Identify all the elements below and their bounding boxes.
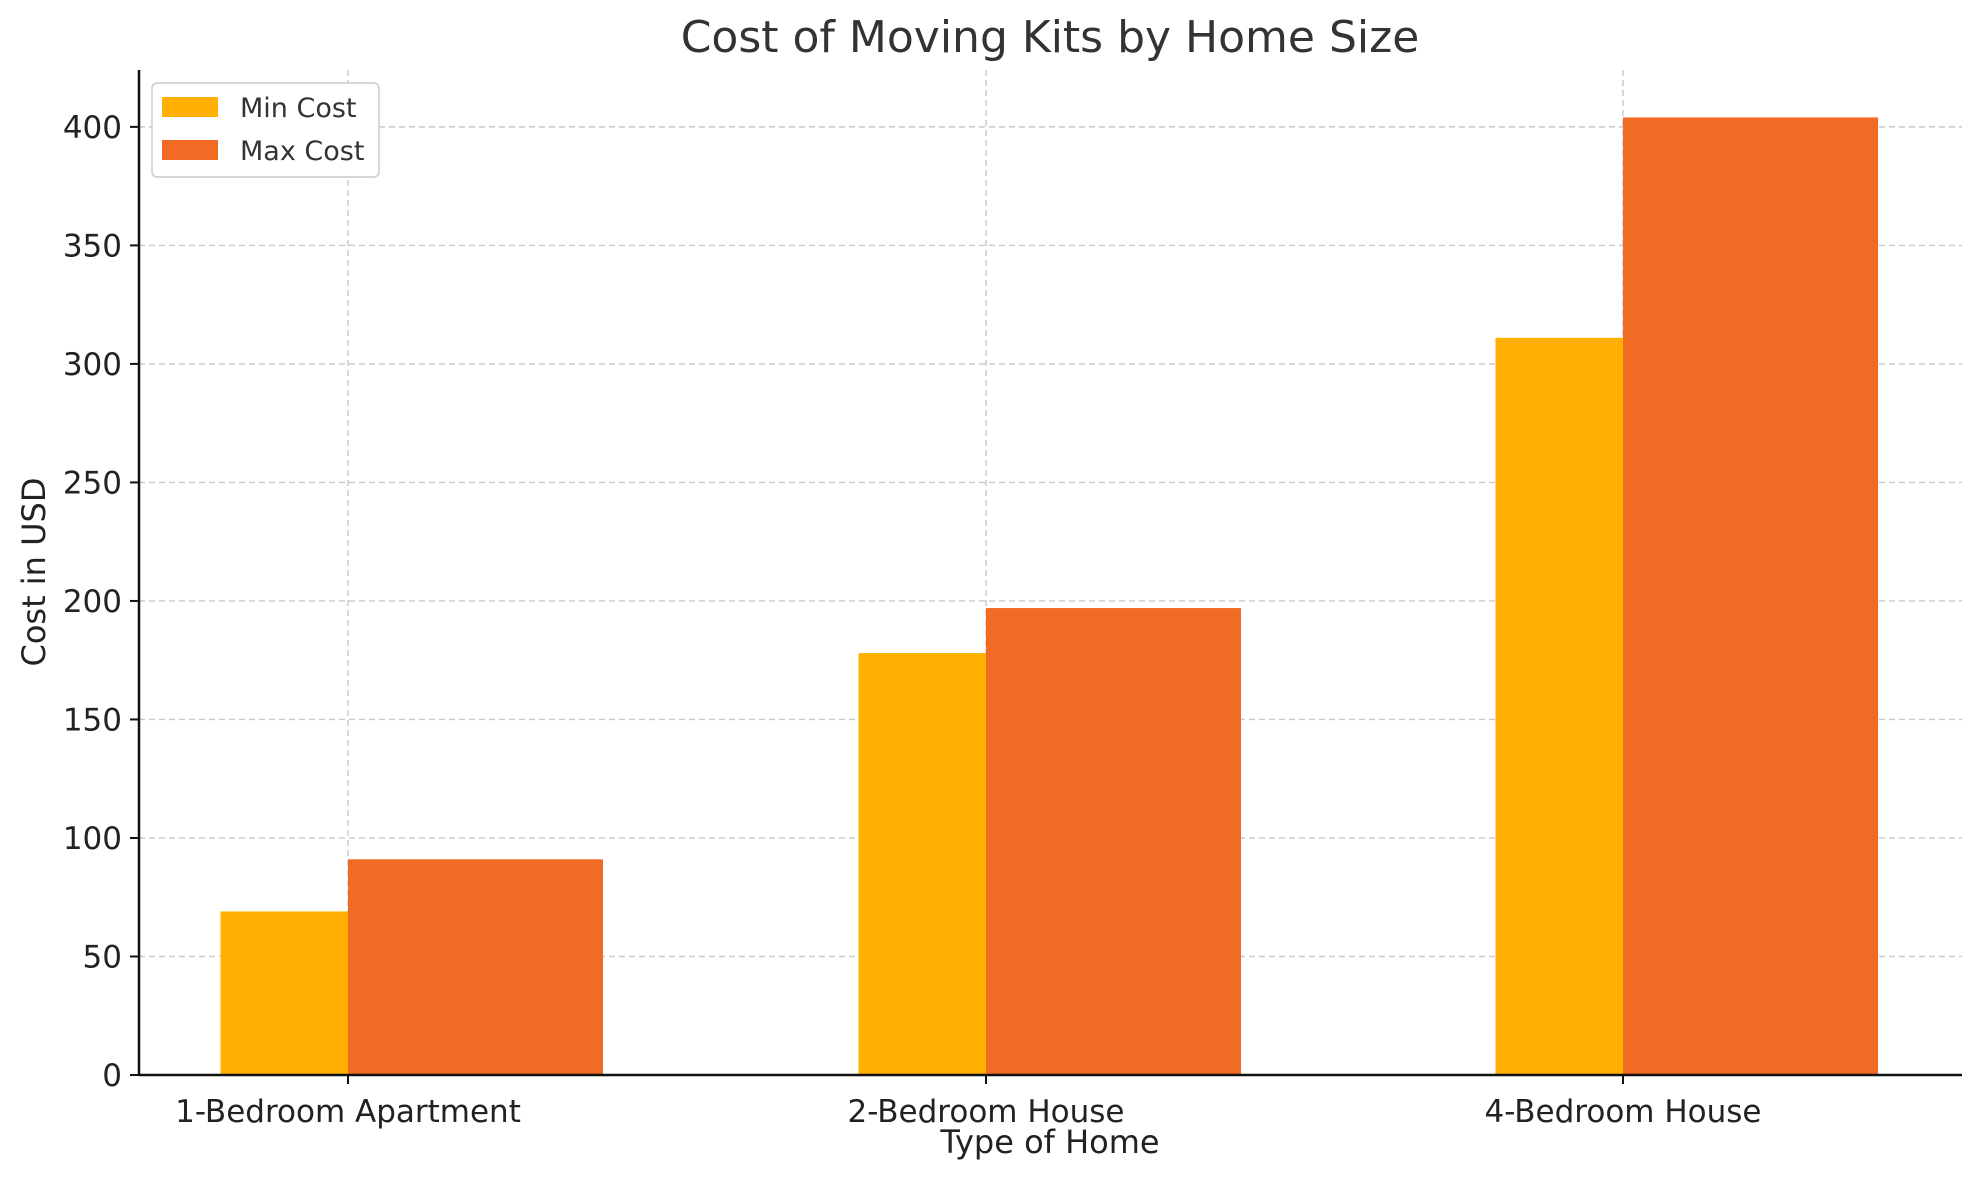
legend-label-max-cost: Max Cost	[240, 136, 364, 167]
bar-max-cost-1-bedroom-apartment	[348, 859, 603, 1075]
x-tick-label-2-bedroom-house: 2-Bedroom House	[847, 1094, 1124, 1130]
x-tick-label-1-bedroom-apartment: 1-Bedroom Apartment	[175, 1094, 521, 1130]
legend-swatch-min-cost	[162, 97, 218, 117]
y-tick-label: 200	[63, 584, 122, 620]
bars	[220, 117, 1878, 1076]
axes	[137, 70, 1962, 1077]
legend: Min Cost Max Cost	[151, 82, 380, 178]
y-tick-label: 400	[63, 110, 122, 146]
x-tick-label-4-bedroom-house: 4-Bedroom House	[1484, 1094, 1761, 1130]
y-tick-label: 350	[63, 228, 122, 264]
y-tick-label: 100	[63, 821, 122, 857]
legend-swatch-max-cost	[162, 140, 218, 160]
legend-label-min-cost: Min Cost	[240, 93, 357, 124]
y-tick-label: 300	[63, 347, 122, 383]
bar-max-cost-2-bedroom-house	[986, 608, 1241, 1075]
y-tick-label: 250	[63, 465, 122, 501]
ticks: 0 50 100 150 200 250 300 350 400 1-Bedroom Apartm…	[63, 110, 1762, 1130]
x-axis-label: Type of Home	[939, 1123, 1159, 1161]
y-tick-label: 150	[63, 702, 122, 738]
bar-max-cost-4-bedroom-house	[1623, 117, 1878, 1076]
y-axis-label: Cost in USD	[15, 477, 53, 666]
chart-title: Cost of Moving Kits by Home Size	[681, 12, 1420, 63]
y-tick-label: 0	[102, 1058, 122, 1094]
y-tick-label: 50	[83, 939, 122, 975]
